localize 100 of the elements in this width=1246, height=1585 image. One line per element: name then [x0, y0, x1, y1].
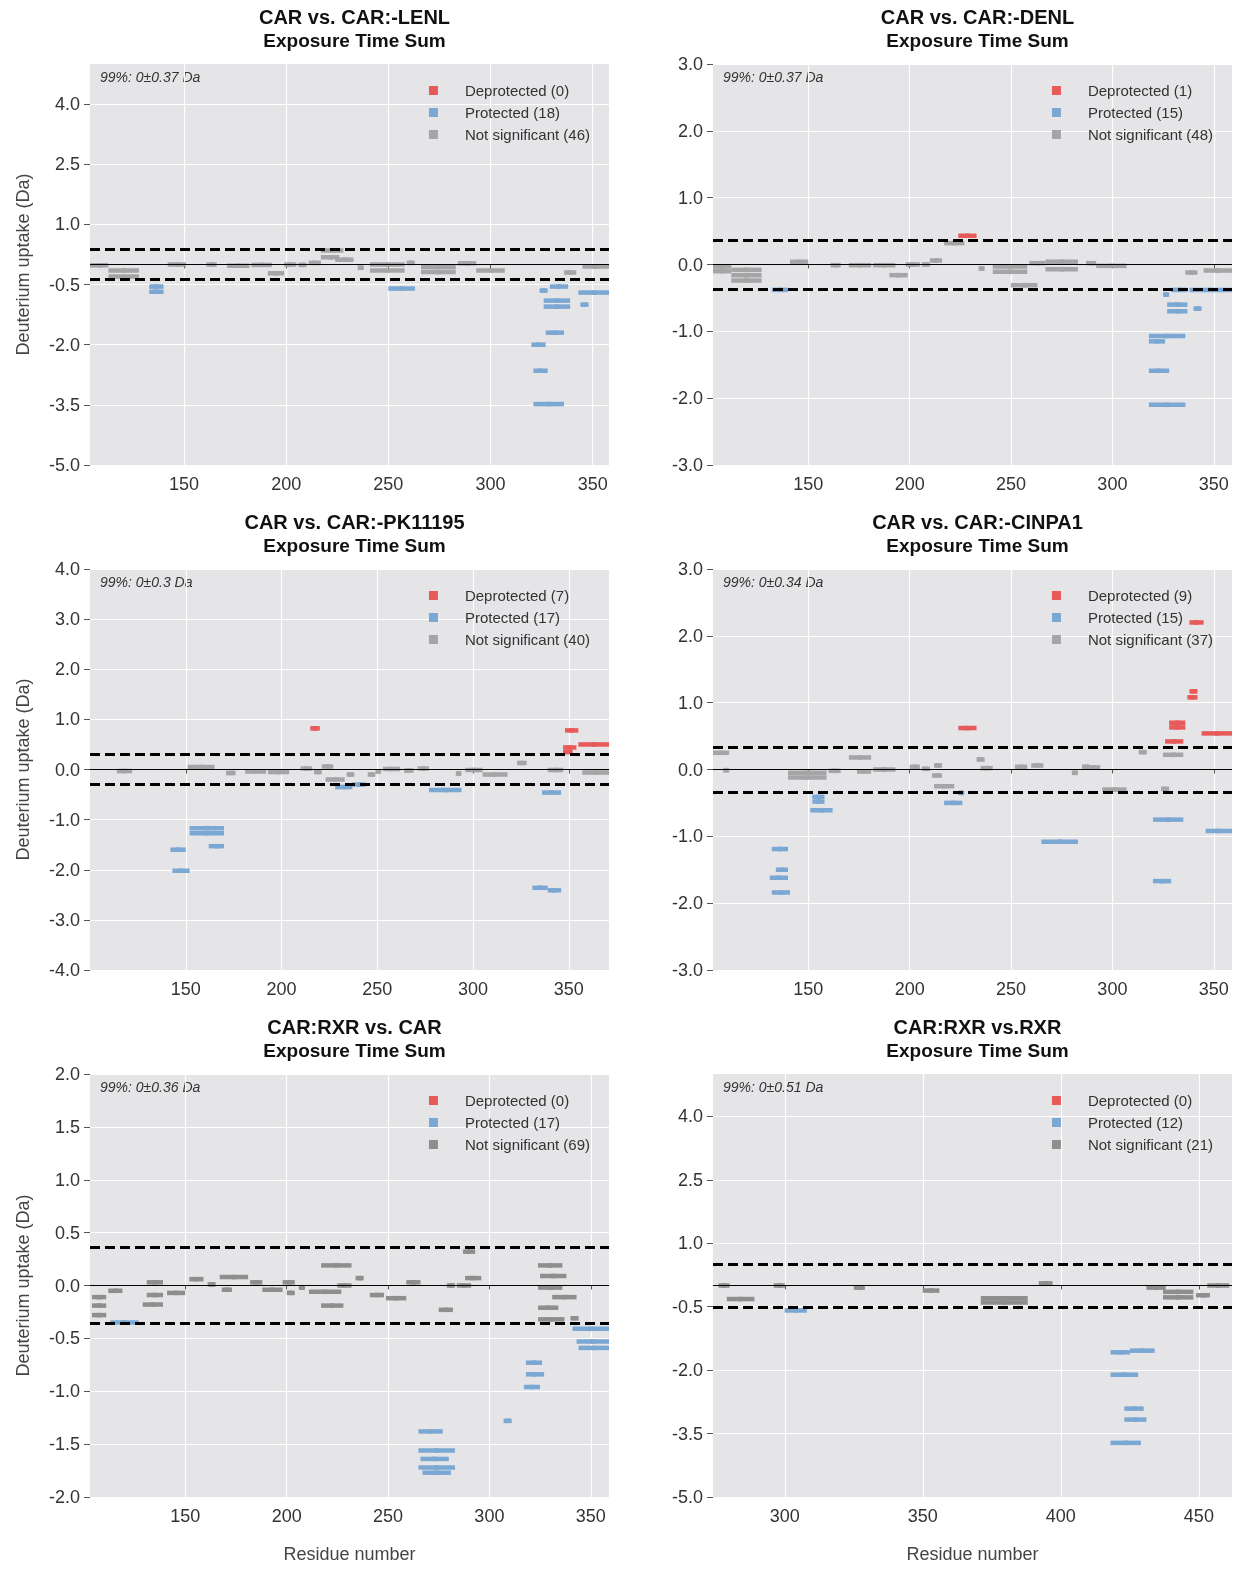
y-tick-label: 2.0 [677, 120, 703, 141]
x-tick-label: 200 [894, 474, 925, 494]
x-tick-label: 350 [907, 1506, 938, 1526]
y-tick-label: 1.0 [54, 709, 80, 730]
legend-label: Not significant (40) [464, 631, 591, 648]
y-tick-label: -2.0 [671, 893, 703, 914]
y-tick-label: -2.0 [48, 334, 80, 355]
chart-subtitle: Exposure Time Sum [886, 535, 1069, 556]
y-tick-label: 1.0 [54, 214, 80, 235]
legend-label: Deprotected (0) [1087, 1092, 1193, 1109]
y-tick-label: -2.0 [671, 1360, 703, 1381]
chart-subtitle: Exposure Time Sum [263, 1040, 446, 1061]
y-tick-label: 0.0 [54, 1275, 80, 1296]
legend-label: Not significant (46) [464, 126, 591, 143]
x-tick-label: 250 [362, 979, 393, 999]
y-tick-label: 3.0 [677, 54, 703, 74]
y-tick-label: 1.0 [677, 1233, 703, 1254]
y-tick-label: -3.0 [671, 960, 703, 980]
y-tick-label: 1.0 [677, 692, 703, 713]
x-tick-label: 300 [458, 979, 489, 999]
y-tick-label: -3.5 [48, 394, 80, 415]
y-tick-label: 2.0 [677, 625, 703, 646]
y-tick-label: 2.0 [54, 659, 80, 680]
x-tick-label: 250 [996, 474, 1027, 494]
y-tick-label: 0.5 [54, 1222, 80, 1243]
legend-label: Protected (15) [1087, 104, 1183, 121]
y-tick-label: 3.0 [54, 609, 80, 630]
x-tick-label: 400 [1045, 1506, 1076, 1526]
x-tick-label: 200 [894, 979, 925, 999]
x-tick-label: 450 [1183, 1506, 1214, 1526]
y-tick-label: -5.0 [48, 455, 80, 475]
chart-subtitle: Exposure Time Sum [263, 535, 446, 556]
y-tick-label: -0.5 [671, 1296, 703, 1317]
y-tick-label: 0.0 [54, 759, 80, 780]
y-tick-label: -4.0 [48, 960, 80, 980]
legend-label: Protected (12) [1087, 1114, 1183, 1131]
x-tick-label: 300 [474, 1506, 505, 1526]
y-tick-label: -1.0 [48, 809, 80, 830]
y-tick-label: 4.0 [54, 94, 80, 115]
y-tick-label: -0.5 [48, 274, 80, 295]
chart-title: CAR vs. CAR:-LENL [258, 6, 451, 28]
chart-subtitle: Exposure Time Sum [886, 1040, 1069, 1061]
x-tick-label: 200 [271, 474, 302, 494]
x-tick-label: 350 [553, 979, 584, 999]
x-tick-label: 150 [793, 474, 824, 494]
y-tick-label: -2.0 [671, 388, 703, 409]
y-tick-label: 2.0 [54, 1064, 80, 1084]
x-tick-label: 200 [271, 1506, 302, 1526]
x-tick-label: 300 [475, 474, 506, 494]
x-tick-label: 250 [373, 474, 404, 494]
y-tick-label: 2.5 [54, 154, 80, 175]
x-tick-label: 250 [373, 1506, 404, 1526]
y-tick-label: -3.5 [671, 1423, 703, 1444]
y-tick-label: 1.0 [54, 1169, 80, 1190]
y-axis-title: Deuterium uptake (Da) [13, 678, 33, 861]
y-tick-label: 1.5 [54, 1116, 80, 1137]
x-tick-label: 350 [577, 474, 608, 494]
legend-label: Protected (15) [1087, 609, 1183, 626]
y-tick-label: 3.0 [677, 559, 703, 579]
legend-label: Not significant (48) [1087, 126, 1214, 143]
y-tick-label: -1.0 [48, 1381, 80, 1402]
annotation: 99%: 0±0.51 Da [723, 1079, 824, 1095]
x-tick-label: 350 [575, 1506, 606, 1526]
chart-title: CAR:RXR vs.RXR [893, 1016, 1062, 1038]
y-tick-label: -5.0 [671, 1487, 703, 1507]
y-tick-label: 4.0 [54, 559, 80, 579]
y-tick-label: -3.0 [671, 455, 703, 475]
legend-label: Deprotected (0) [464, 82, 570, 99]
x-tick-label: 350 [1198, 979, 1229, 999]
y-tick-label: 0.0 [677, 254, 703, 275]
y-tick-label: 2.5 [677, 1169, 703, 1190]
x-axis-title: Residue number [283, 1544, 416, 1564]
y-tick-label: -2.0 [48, 1487, 80, 1507]
chart-title: CAR vs. CAR:-DENL [880, 6, 1075, 28]
chart-title: CAR vs. CAR:-CINPA1 [872, 511, 1083, 533]
chart-subtitle: Exposure Time Sum [886, 30, 1069, 51]
x-tick-label: 300 [1097, 979, 1128, 999]
chart-title: CAR:RXR vs. CAR [267, 1016, 443, 1038]
legend-label: Deprotected (1) [1087, 82, 1193, 99]
y-tick-label: -2.0 [48, 859, 80, 880]
legend-label: Not significant (21) [1087, 1136, 1214, 1153]
legend-label: Not significant (37) [1087, 631, 1214, 648]
y-axis-title: Deuterium uptake (Da) [13, 173, 33, 356]
y-tick-label: 4.0 [677, 1106, 703, 1127]
y-tick-label: -0.5 [48, 1328, 80, 1349]
legend-label: Protected (17) [464, 609, 560, 626]
legend-label: Protected (18) [464, 104, 560, 121]
legend-label: Deprotected (7) [464, 587, 570, 604]
x-tick-label: 150 [170, 979, 201, 999]
y-tick-label: 1.0 [677, 187, 703, 208]
y-tick-label: -1.0 [671, 321, 703, 342]
legend-label: Not significant (69) [464, 1136, 591, 1153]
legend-label: Deprotected (0) [464, 1092, 570, 1109]
x-axis-title: Residue number [906, 1544, 1039, 1564]
x-tick-label: 150 [793, 979, 824, 999]
y-tick-label: -1.5 [48, 1434, 80, 1455]
y-tick-label: -3.0 [48, 909, 80, 930]
x-tick-label: 350 [1198, 474, 1229, 494]
legend-label: Deprotected (9) [1087, 587, 1193, 604]
x-tick-label: 200 [266, 979, 297, 999]
